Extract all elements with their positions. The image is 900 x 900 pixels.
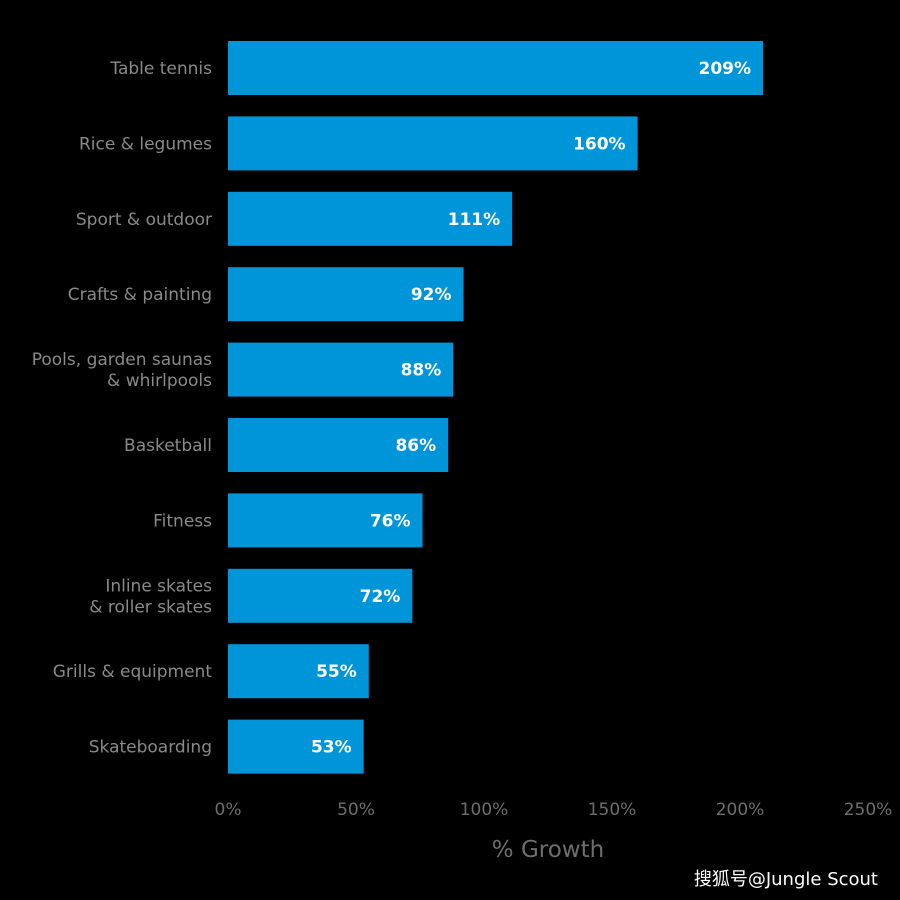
value-label: 88% bbox=[401, 361, 442, 381]
value-label: 86% bbox=[395, 436, 436, 456]
x-axis-title: % Growth bbox=[492, 837, 604, 863]
bar-1 bbox=[228, 116, 638, 171]
category-label: Grills & equipment bbox=[53, 662, 213, 682]
category-label: Fitness bbox=[153, 511, 212, 531]
bar-0 bbox=[228, 41, 764, 95]
category-label: Crafts & painting bbox=[68, 285, 212, 305]
category-label: Rice & legumes bbox=[79, 134, 212, 154]
category-label: Table tennis bbox=[109, 59, 212, 79]
category-labels: Table tennis Rice & legumes Sport & outdoo… bbox=[32, 59, 213, 758]
x-tick-label: 50% bbox=[337, 800, 375, 820]
bar-4 bbox=[228, 342, 454, 397]
value-label: 76% bbox=[370, 511, 411, 531]
bar-2 bbox=[228, 191, 513, 246]
value-label: 160% bbox=[573, 134, 626, 154]
bar-5 bbox=[228, 418, 449, 472]
x-axis-ticks: 0% 50% 100% 150% 200% 250% bbox=[215, 800, 893, 820]
bar-8 bbox=[228, 644, 369, 699]
bar-3 bbox=[228, 267, 464, 322]
x-tick-label: 250% bbox=[844, 800, 893, 820]
x-tick-label: 150% bbox=[588, 800, 637, 820]
x-tick-label: 100% bbox=[460, 800, 509, 820]
category-label: Skateboarding bbox=[89, 738, 212, 758]
x-tick-label: 200% bbox=[716, 800, 765, 820]
value-labels: 209% 160% 111% 92% 88% 86% 76% 72% 55% 53% bbox=[311, 59, 751, 758]
value-label: 209% bbox=[699, 59, 752, 79]
x-tick-label: 0% bbox=[215, 800, 242, 820]
category-label: Basketball bbox=[124, 436, 212, 456]
bar-9 bbox=[228, 719, 364, 774]
bar-6 bbox=[228, 493, 423, 548]
value-label: 111% bbox=[448, 210, 501, 230]
value-label: 55% bbox=[316, 662, 357, 682]
bars-layer bbox=[228, 41, 764, 774]
category-label: Sport & outdoor bbox=[76, 210, 212, 230]
value-label: 92% bbox=[411, 285, 452, 305]
value-label: 53% bbox=[311, 738, 352, 758]
category-label: Pools, garden saunas & whirlpools bbox=[32, 350, 212, 391]
bar-7 bbox=[228, 568, 413, 623]
watermark: 搜狐号@Jungle Scout bbox=[694, 869, 878, 890]
value-label: 72% bbox=[360, 587, 401, 607]
category-label: Inline skates & roller skates bbox=[89, 576, 212, 617]
